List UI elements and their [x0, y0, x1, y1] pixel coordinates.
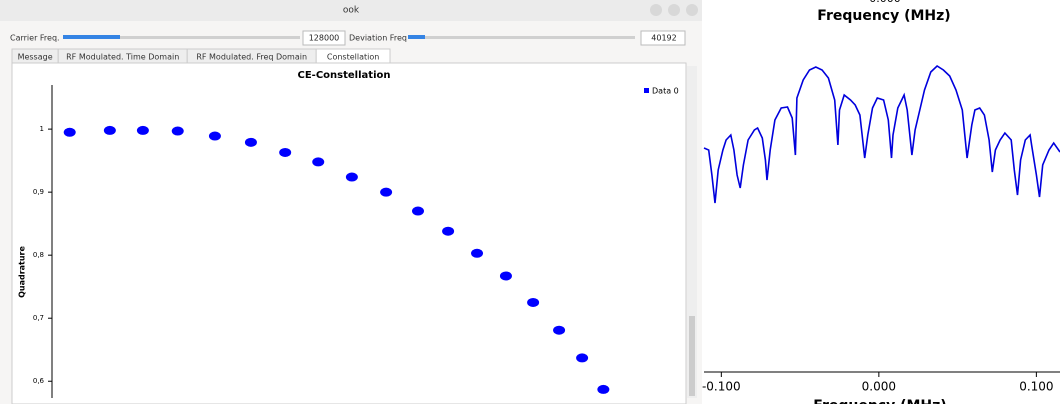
tab-pane — [11, 62, 687, 405]
slider-fill — [408, 35, 425, 39]
window-title: ook — [343, 6, 360, 16]
title-bar — [0, 0, 702, 21]
y-tick-label: 1 — [40, 125, 44, 133]
scatter-point — [411, 206, 424, 216]
scatter-point — [380, 187, 393, 197]
control-label: Carrier Freq. — [10, 34, 60, 43]
maximize-button[interactable] — [668, 4, 680, 16]
tab-label[interactable]: RF Modulated. Freq Domain — [196, 53, 307, 62]
slider-track[interactable] — [408, 36, 635, 39]
tab-label[interactable]: Message — [18, 53, 53, 62]
slider-track[interactable] — [63, 36, 300, 39]
scatter-point — [244, 137, 257, 147]
control-label: Deviation Freq — [349, 34, 407, 43]
x-tick-label: 0.100 — [1019, 380, 1053, 394]
scatter-point — [136, 125, 149, 135]
scatter-point — [499, 271, 512, 281]
scatter-point — [442, 226, 455, 236]
scatter-point — [553, 325, 566, 335]
x-axis-label: Frequency (MHz) — [813, 398, 946, 404]
scatter-point — [576, 353, 589, 363]
spectrum-line — [703, 64, 1060, 204]
x-tick-label: -0.100 — [702, 380, 741, 394]
legend-label: Data 0 — [652, 87, 679, 96]
y-tick-label: 0,6 — [33, 377, 45, 385]
legend-swatch — [644, 88, 649, 93]
spinbox-value[interactable]: 128000 — [309, 34, 340, 43]
scatter-point — [345, 172, 358, 182]
slider-fill — [63, 35, 120, 39]
y-axis-label: Quadrature — [18, 246, 27, 298]
scatter-point — [527, 297, 540, 307]
close-button[interactable] — [686, 4, 698, 16]
tab[interactable] — [315, 48, 391, 64]
scatter-point — [471, 248, 484, 258]
scatter-point — [279, 147, 292, 157]
scatter-point — [597, 384, 610, 394]
scatter-point — [208, 131, 221, 141]
scatter-point — [312, 157, 325, 167]
chart-title: Frequency (MHz) — [817, 8, 950, 24]
tab-label[interactable]: Constellation — [327, 53, 379, 62]
y-tick-label: 0,8 — [33, 251, 44, 259]
scatter-point — [103, 125, 116, 135]
x-tick-label: 0.000 — [862, 380, 896, 394]
scatter-point — [171, 126, 184, 136]
y-tick-label: 0,7 — [33, 314, 44, 322]
minimize-button[interactable] — [650, 4, 662, 16]
scrollbar-thumb[interactable] — [689, 316, 695, 396]
cut-label: 0.000 — [869, 0, 901, 5]
scrollbar[interactable] — [687, 66, 697, 398]
tab-label[interactable]: RF Modulated. Time Domain — [66, 53, 179, 62]
spinbox[interactable] — [302, 30, 346, 46]
spinbox[interactable] — [640, 30, 686, 46]
chart-title: CE-Constellation — [298, 70, 391, 81]
scatter-point — [63, 127, 76, 137]
y-tick-label: 0,9 — [33, 188, 44, 196]
spinbox-value[interactable]: 40192 — [651, 34, 676, 43]
